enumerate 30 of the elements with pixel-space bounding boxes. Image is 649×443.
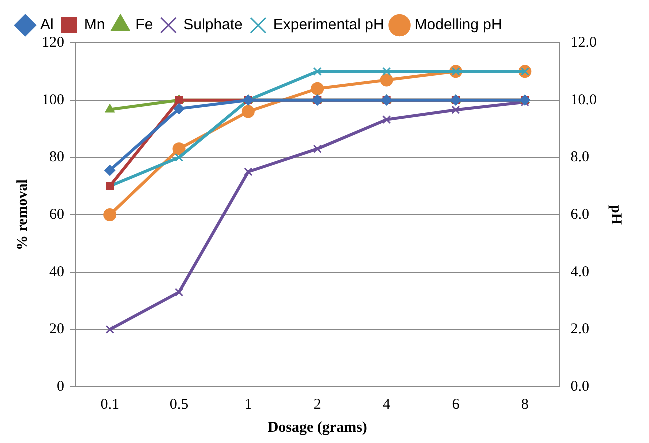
x-tick-label: 0.1	[100, 396, 120, 413]
legend-label: Mn	[84, 16, 106, 34]
y2-axis-title: pH	[608, 204, 624, 226]
legend-label: Modelling pH	[414, 16, 502, 34]
legend-label: Al	[40, 16, 54, 34]
x-tick-label: 8	[521, 396, 529, 413]
y-tick-label: 40	[50, 264, 64, 280]
y-tick-label: 0	[57, 378, 64, 395]
y-tick-label: 80	[50, 150, 64, 166]
legend-label: Sulphate	[184, 16, 243, 34]
y2-tick-label: 8.0	[570, 150, 590, 166]
y2-tick-label: 2.0	[570, 322, 590, 338]
y2-tick-label: 6.0	[570, 206, 590, 223]
y-tick-label: 60	[50, 206, 64, 223]
y-tick-label: 120	[42, 34, 64, 51]
x-tick-label: 4	[383, 396, 392, 413]
y-tick-label: 20	[50, 322, 64, 338]
x-tick-label: 1	[244, 396, 252, 413]
x-axis-title: Dosage (grams)	[268, 420, 368, 436]
y2-tick-label: 0.0	[570, 378, 590, 395]
y2-tick-label: 10.0	[570, 92, 597, 108]
legend-label: Fe	[136, 16, 154, 34]
x-tick-label: 2	[314, 396, 322, 413]
x-tick-label: 6	[452, 396, 460, 413]
legend-label: Experimental pH	[273, 16, 384, 34]
y-tick-label: 100	[42, 92, 64, 108]
x-tick-label: 0.5	[170, 396, 189, 413]
y-axis-title: % removal	[14, 180, 31, 250]
y2-tick-label: 4.0	[570, 264, 590, 280]
y2-tick-label: 12.0	[570, 34, 597, 51]
